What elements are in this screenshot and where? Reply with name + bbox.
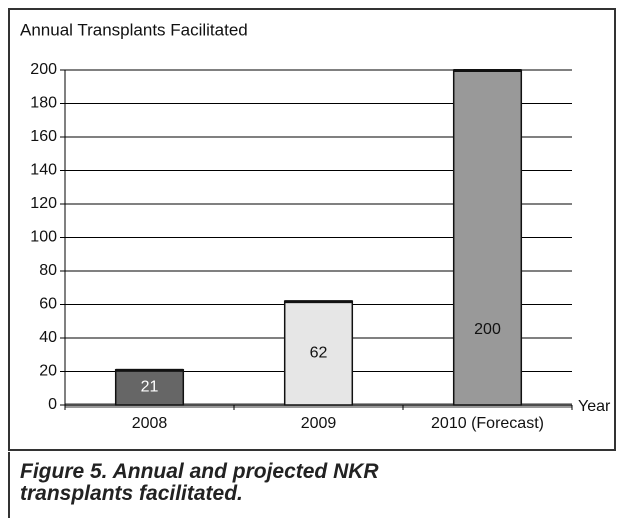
y-tick-label: 40 — [39, 329, 57, 346]
bar-top — [284, 300, 353, 304]
x-axis-label: Year — [578, 398, 611, 415]
value-label: 21 — [141, 379, 159, 396]
x-tick-label: 2008 — [132, 415, 168, 432]
y-tick-label: 0 — [48, 396, 57, 413]
bar-top — [453, 69, 522, 72]
y-tick-label: 100 — [30, 229, 57, 246]
figure-caption: Figure 5. Annual and projected NKR trans… — [8, 452, 428, 518]
y-tick-label: 200 — [30, 61, 57, 78]
y-tick-label: 60 — [39, 296, 57, 313]
chart-title: Annual Transplants Facilitated — [20, 20, 248, 39]
y-tick-label: 120 — [30, 195, 57, 212]
bar — [114, 369, 185, 406]
y-tick-label: 180 — [30, 95, 57, 112]
bar-top — [115, 368, 184, 372]
y-tick-label: 20 — [39, 363, 57, 380]
y-tick-label: 140 — [30, 162, 57, 179]
y-tick-label: 80 — [39, 262, 57, 279]
y-tick-label: 160 — [30, 128, 57, 145]
value-label: 62 — [310, 344, 328, 361]
chart: Annual Transplants Facilitated Year 0 20 4… — [8, 8, 616, 451]
bar — [452, 69, 523, 406]
x-tick-label: 2010 (Forecast) — [431, 415, 544, 432]
bar — [283, 300, 354, 406]
x-tick-label: 2009 — [301, 415, 337, 432]
value-label: 200 — [474, 321, 501, 338]
